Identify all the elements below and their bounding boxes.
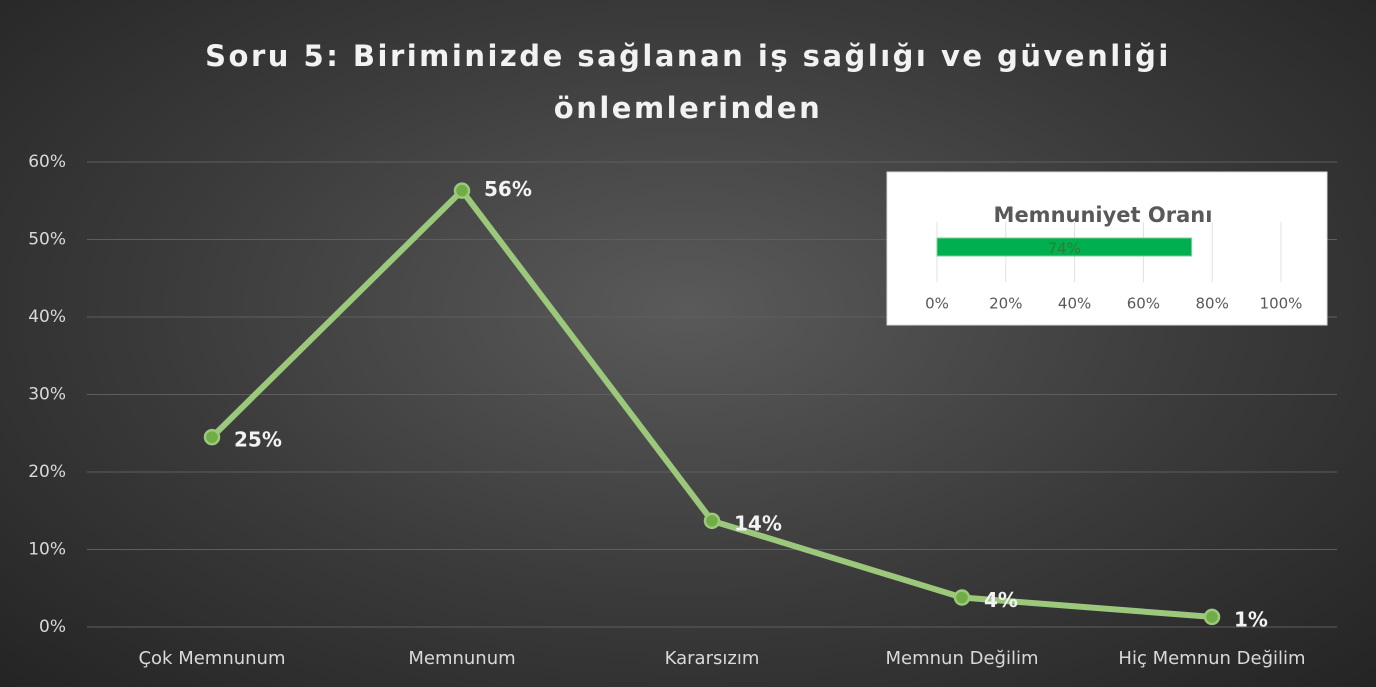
bar (936, 237, 1193, 257)
x-tick-label: 40% (1058, 295, 1091, 313)
marker (203, 428, 221, 446)
x-tick-label: 100% (1260, 295, 1303, 313)
data-label: 25% (234, 428, 282, 452)
data-label: 56% (484, 177, 532, 201)
inset-title: Memnuniyet Oranı (994, 203, 1213, 227)
marker (453, 182, 471, 199)
x-tick-label: Kararsızım (665, 648, 760, 669)
data-label: 74% (1048, 240, 1081, 258)
y-tick-label: 0% (39, 617, 66, 637)
y-tick-label: 40% (28, 307, 66, 327)
data-label: 4% (984, 588, 1018, 612)
y-tick-label: 50% (28, 230, 66, 250)
x-tick-label: Çok Memnunum (138, 648, 285, 669)
x-tick-label: 20% (989, 295, 1022, 313)
data-label: 1% (1234, 607, 1268, 631)
x-tick-label: Memnun Değilim (886, 648, 1039, 669)
marker (703, 512, 721, 530)
y-tick-label: 20% (28, 462, 66, 482)
x-tick-label: Hiç Memnun Değilim (1118, 648, 1305, 669)
x-tick-label: 0% (925, 295, 949, 313)
y-tick-label: 60% (28, 152, 66, 172)
y-tick-label: 10% (28, 540, 66, 560)
marker (953, 589, 971, 606)
chart-title: Soru 5: Biriminizde sağlanan iş sağlığı … (205, 39, 1171, 125)
marker (1203, 608, 1221, 626)
x-tick-label: Memnunum (408, 648, 515, 669)
y-tick-label: 30% (28, 385, 66, 405)
x-tick-label: 60% (1127, 295, 1160, 313)
data-label: 14% (734, 511, 782, 535)
x-tick-label: 80% (1196, 295, 1229, 313)
